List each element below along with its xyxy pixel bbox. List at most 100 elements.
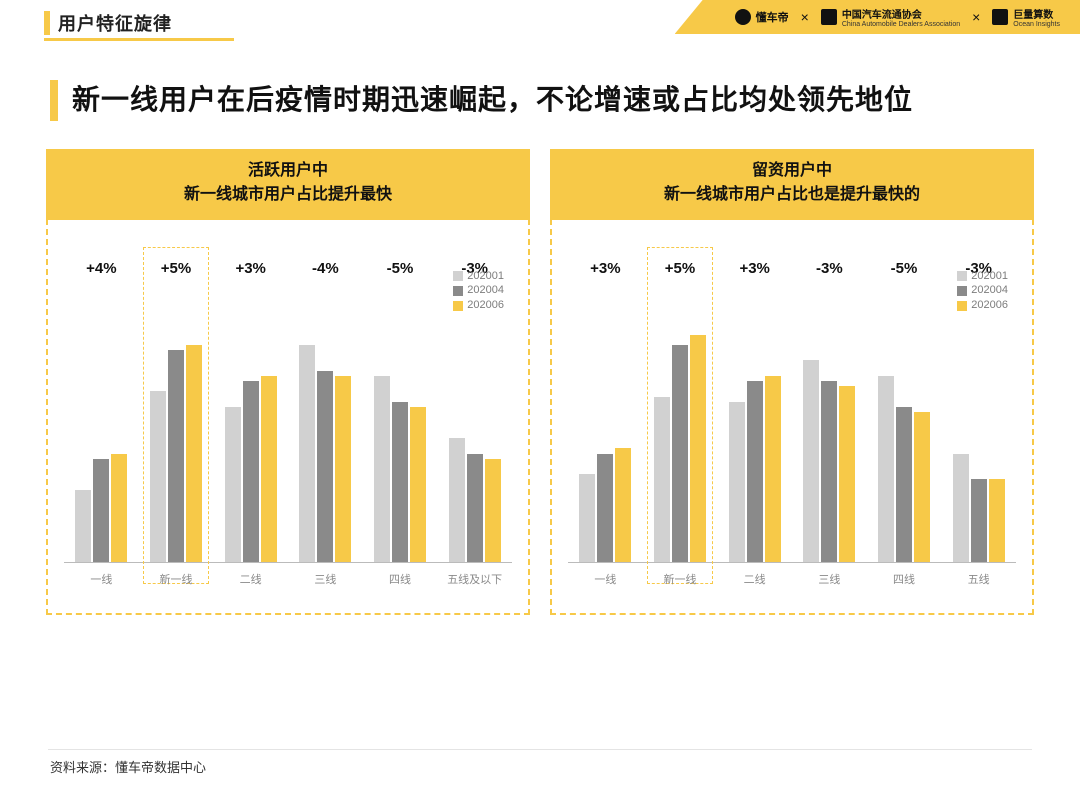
growth-label: +5% bbox=[643, 260, 718, 277]
section-underline bbox=[44, 38, 234, 41]
bar bbox=[392, 402, 408, 562]
section-tab: 用户特征旋律 bbox=[44, 10, 186, 36]
panel-lead-users: 留资用户中 新一线城市用户占比也是提升最快的 +3%+5%+3%-3%-5%-3… bbox=[550, 149, 1034, 616]
bar bbox=[672, 345, 688, 562]
x-axis: 一线新一线二线三线四线五线及以下 bbox=[64, 563, 512, 589]
logo2-sub: China Automobile Dealers Association bbox=[842, 21, 960, 28]
footer-divider bbox=[48, 749, 1032, 750]
x-axis-label: 五线 bbox=[941, 563, 1016, 589]
bar-group bbox=[288, 293, 363, 562]
top-bar: 用户特征旋律 懂车帝 × 中国汽车流通协会 China Automobile D… bbox=[0, 0, 1080, 40]
bar bbox=[747, 381, 763, 562]
bar-group bbox=[437, 293, 512, 562]
x-axis-label: 新一线 bbox=[139, 563, 214, 589]
x-axis-label: 三线 bbox=[792, 563, 867, 589]
bar bbox=[953, 454, 969, 563]
bar-group bbox=[213, 293, 288, 562]
bar bbox=[579, 474, 595, 562]
bar bbox=[467, 454, 483, 563]
headline-text: 新一线用户在后疫情时期迅速崛起，不论增速或占比均处领先地位 bbox=[72, 80, 913, 121]
chart: 一线新一线二线三线四线五线及以下 bbox=[64, 293, 512, 589]
legend-label: 202001 bbox=[467, 269, 504, 284]
bar bbox=[654, 397, 670, 563]
separator-1: × bbox=[799, 9, 811, 25]
growth-label: +3% bbox=[568, 260, 643, 277]
bar-group bbox=[792, 293, 867, 562]
bar bbox=[914, 412, 930, 562]
chart-panels: 活跃用户中 新一线城市用户占比提升最快 +4%+5%+3%-4%-5%-3% 2… bbox=[0, 149, 1080, 616]
bar bbox=[449, 438, 465, 562]
headline: 新一线用户在后疫情时期迅速崛起，不论增速或占比均处领先地位 bbox=[50, 80, 1030, 121]
legend-item: 202001 bbox=[453, 269, 504, 284]
x-axis-label: 二线 bbox=[717, 563, 792, 589]
bar bbox=[839, 386, 855, 562]
growth-label: -3% bbox=[792, 260, 867, 277]
insights-icon bbox=[992, 9, 1008, 25]
bar bbox=[765, 376, 781, 562]
x-axis-label: 二线 bbox=[213, 563, 288, 589]
logo-dongchedi: 懂车帝 bbox=[735, 9, 789, 25]
bar bbox=[243, 381, 259, 562]
panel-title-line2: 新一线城市用户占比提升最快 bbox=[54, 183, 522, 208]
bar bbox=[690, 335, 706, 563]
growth-label: +3% bbox=[213, 260, 288, 277]
panel-active-users: 活跃用户中 新一线城市用户占比提升最快 +4%+5%+3%-4%-5%-3% 2… bbox=[46, 149, 530, 616]
x-axis: 一线新一线二线三线四线五线 bbox=[568, 563, 1016, 589]
bar-group bbox=[717, 293, 792, 562]
separator-2: × bbox=[970, 9, 982, 25]
panel-title: 活跃用户中 新一线城市用户占比提升最快 bbox=[46, 149, 530, 221]
bar bbox=[335, 376, 351, 562]
section-label: 用户特征旋律 bbox=[58, 10, 186, 36]
panel-title-line2: 新一线城市用户占比也是提升最快的 bbox=[558, 183, 1026, 208]
bar bbox=[93, 459, 109, 562]
bar bbox=[225, 407, 241, 562]
bar bbox=[729, 402, 745, 562]
growth-label: -5% bbox=[363, 260, 438, 277]
bar bbox=[374, 376, 390, 562]
chart: 一线新一线二线三线四线五线 bbox=[568, 293, 1016, 589]
bar-group bbox=[568, 293, 643, 562]
bar bbox=[803, 360, 819, 562]
panel-title: 留资用户中 新一线城市用户占比也是提升最快的 bbox=[550, 149, 1034, 221]
panel-title-line1: 留资用户中 bbox=[558, 159, 1026, 184]
logo3-text: 巨量算数 bbox=[1013, 10, 1053, 21]
bar-group bbox=[941, 293, 1016, 562]
bar-group bbox=[363, 293, 438, 562]
logo-cada: 中国汽车流通协会 China Automobile Dealers Associ… bbox=[821, 6, 960, 28]
legend-label: 202001 bbox=[971, 269, 1008, 284]
x-axis-label: 三线 bbox=[288, 563, 363, 589]
bar bbox=[299, 345, 315, 562]
x-axis-label: 一线 bbox=[64, 563, 139, 589]
bar bbox=[168, 350, 184, 562]
growth-label: +4% bbox=[64, 260, 139, 277]
source-text: 资料来源：懂车帝数据中心 bbox=[50, 757, 206, 776]
bar bbox=[878, 376, 894, 562]
chart-plot-area bbox=[64, 293, 512, 563]
panel-title-line1: 活跃用户中 bbox=[54, 159, 522, 184]
x-axis-label: 五线及以下 bbox=[437, 563, 512, 589]
bar bbox=[821, 381, 837, 562]
bar-group bbox=[139, 293, 214, 562]
chart-plot-area bbox=[568, 293, 1016, 563]
bar-groups bbox=[64, 293, 512, 562]
logo3-sub: Ocean Insights bbox=[1013, 21, 1060, 28]
brand-logos: 懂车帝 × 中国汽车流通协会 China Automobile Dealers … bbox=[675, 0, 1080, 34]
logo1-text: 懂车帝 bbox=[756, 9, 789, 25]
section-accent-bar bbox=[44, 11, 50, 35]
growth-label: -4% bbox=[288, 260, 363, 277]
bar-groups bbox=[568, 293, 1016, 562]
growth-label: +3% bbox=[717, 260, 792, 277]
bar bbox=[111, 454, 127, 563]
bar bbox=[150, 391, 166, 562]
headline-accent-bar bbox=[50, 80, 58, 121]
bar bbox=[186, 345, 202, 562]
logo-oceaninsights: 巨量算数 Ocean Insights bbox=[992, 6, 1060, 28]
bar bbox=[989, 479, 1005, 562]
bar-group bbox=[64, 293, 139, 562]
bar bbox=[896, 407, 912, 562]
car-icon bbox=[735, 9, 751, 25]
bar bbox=[75, 490, 91, 562]
bar bbox=[410, 407, 426, 562]
bar-group bbox=[643, 293, 718, 562]
bar-group bbox=[867, 293, 942, 562]
